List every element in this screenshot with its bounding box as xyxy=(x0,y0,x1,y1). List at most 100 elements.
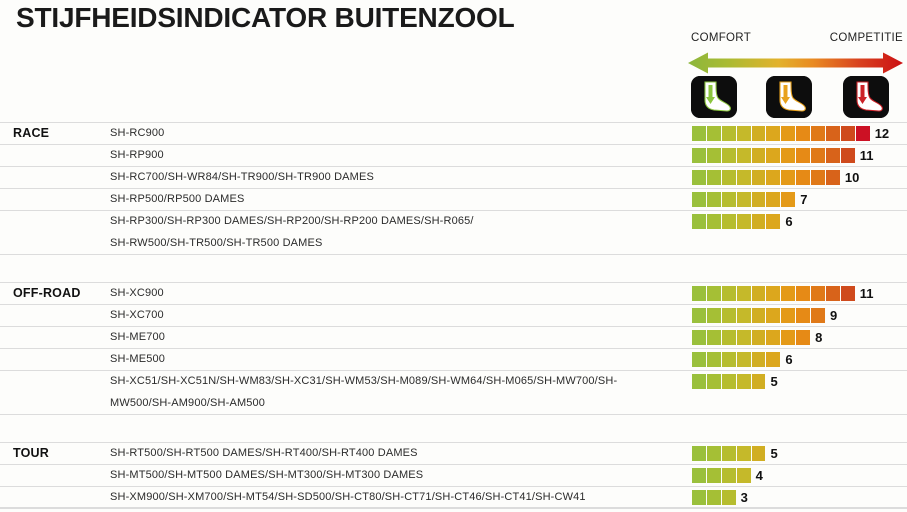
model-names: SH-XC51/SH-XC51N/SH-WM83/SH-XC31/SH-WM53… xyxy=(110,375,618,387)
bar-cell xyxy=(721,352,736,367)
bar-cell xyxy=(692,490,706,505)
bar-cell xyxy=(692,170,706,185)
bar-cell xyxy=(840,148,855,163)
bar-cell xyxy=(840,286,855,301)
bar-cell xyxy=(781,126,796,141)
legend-label-competitie: COMPETITIE xyxy=(829,32,903,44)
bar-cell xyxy=(781,330,796,345)
table-row: SH-XC51/SH-XC51N/SH-WM83/SH-XC31/SH-WM53… xyxy=(0,370,907,392)
bar-cell xyxy=(721,170,736,185)
bar-cell xyxy=(736,214,751,229)
bar-cell xyxy=(781,192,796,207)
bar-cell xyxy=(766,352,781,367)
bar-cell xyxy=(766,286,781,301)
bar-cell xyxy=(692,286,706,301)
bar-cell xyxy=(706,352,721,367)
stiffness-value: 12 xyxy=(874,126,890,141)
bar-cell xyxy=(766,170,781,185)
stiffness-value: 6 xyxy=(785,214,793,229)
table-row-continuation: MW500/SH-AM900/SH-AM500 xyxy=(0,392,907,414)
sock-icon-red xyxy=(843,76,889,118)
bar-cell xyxy=(721,286,736,301)
table-row-continuation: SH-RW500/SH-TR500/SH-TR500 DAMES xyxy=(0,232,907,254)
bar-cell xyxy=(692,446,706,461)
stiffness-value: 7 xyxy=(800,192,808,207)
model-names: SH-RT500/SH-RT500 DAMES/SH-RT400/SH-RT40… xyxy=(110,447,418,459)
model-names: SH-XC900 xyxy=(110,287,164,299)
bar-cell xyxy=(751,374,766,389)
bar-cell xyxy=(706,170,721,185)
bar-cell xyxy=(706,468,721,483)
bar-cell xyxy=(736,126,751,141)
bar-cell xyxy=(781,286,796,301)
stiffness-bar: 11 xyxy=(692,286,874,301)
bar-cell xyxy=(840,126,855,141)
bar-cell xyxy=(706,286,721,301)
bar-cell xyxy=(706,192,721,207)
bar-cell xyxy=(721,126,736,141)
bar-cell xyxy=(692,330,706,345)
bar-cell xyxy=(706,490,721,505)
legend-icon-row xyxy=(688,76,903,120)
table-row: SH-XM900/SH-XM700/SH-MT54/SH-SD500/SH-CT… xyxy=(0,486,907,508)
table-row: SH-MT500/SH-MT500 DAMES/SH-MT300/SH-MT30… xyxy=(0,464,907,486)
stiffness-bar: 5 xyxy=(692,374,778,389)
sock-icon-green xyxy=(691,76,737,118)
bar-cell xyxy=(692,126,706,141)
stiffness-value: 4 xyxy=(755,468,763,483)
bar-cell xyxy=(721,374,736,389)
bar-cell xyxy=(736,170,751,185)
stiffness-value: 10 xyxy=(844,170,860,185)
section-divider xyxy=(0,254,907,255)
stiffness-bar: 12 xyxy=(692,126,889,141)
bar-cell xyxy=(706,126,721,141)
legend: COMFORT COMPETITIE xyxy=(688,32,903,120)
section-divider xyxy=(0,414,907,415)
bar-cell xyxy=(766,308,781,323)
stiffness-value: 6 xyxy=(785,352,793,367)
stiffness-bar: 7 xyxy=(692,192,807,207)
table-row: SH-ME500 6 xyxy=(0,348,907,370)
bar-cell xyxy=(781,308,796,323)
bar-cell xyxy=(751,192,766,207)
stiffness-value: 8 xyxy=(815,330,823,345)
bar-cell xyxy=(826,126,840,141)
bar-cell xyxy=(826,170,840,185)
model-names: SH-XM900/SH-XM700/SH-MT54/SH-SD500/SH-CT… xyxy=(110,491,586,503)
stiffness-bar: 4 xyxy=(692,468,763,483)
bar-cell xyxy=(706,214,721,229)
bar-cell xyxy=(751,286,766,301)
bar-cell xyxy=(721,446,736,461)
bar-cell xyxy=(826,286,840,301)
bar-cell xyxy=(751,308,766,323)
bar-cell xyxy=(751,352,766,367)
bar-cell xyxy=(721,214,736,229)
bar-cell xyxy=(781,148,796,163)
model-names: SH-RC900 xyxy=(110,127,165,139)
model-names: SH-ME700 xyxy=(110,331,165,343)
stiffness-value: 5 xyxy=(770,374,778,389)
bar-cell xyxy=(721,330,736,345)
bar-cell xyxy=(692,468,706,483)
bar-cell xyxy=(736,148,751,163)
table-row: TOUR SH-RT500/SH-RT500 DAMES/SH-RT400/SH-… xyxy=(0,442,907,464)
legend-labels: COMFORT COMPETITIE xyxy=(688,32,903,48)
bar-cell xyxy=(706,374,721,389)
table-bottom-rule xyxy=(0,507,907,508)
stiffness-value: 9 xyxy=(830,308,838,323)
bar-cell xyxy=(751,148,766,163)
gradient-arrow-icon xyxy=(688,52,903,74)
bar-cell xyxy=(692,308,706,323)
table-row: RACE SH-RC900 12 xyxy=(0,122,907,144)
stiffness-value: 3 xyxy=(740,490,748,505)
legend-label-comfort: COMFORT xyxy=(691,32,752,44)
table-row: SH-ME700 8 xyxy=(0,326,907,348)
bar-cell xyxy=(706,330,721,345)
bar-cell xyxy=(736,330,751,345)
stiffness-bar: 3 xyxy=(692,490,748,505)
stiffness-value: 5 xyxy=(770,446,778,461)
bar-cell xyxy=(721,490,736,505)
table-row: OFF-ROAD SH-XC900 11 xyxy=(0,282,907,304)
bar-cell xyxy=(751,170,766,185)
table-row: SH-RP500/RP500 DAMES 7 xyxy=(0,188,907,210)
